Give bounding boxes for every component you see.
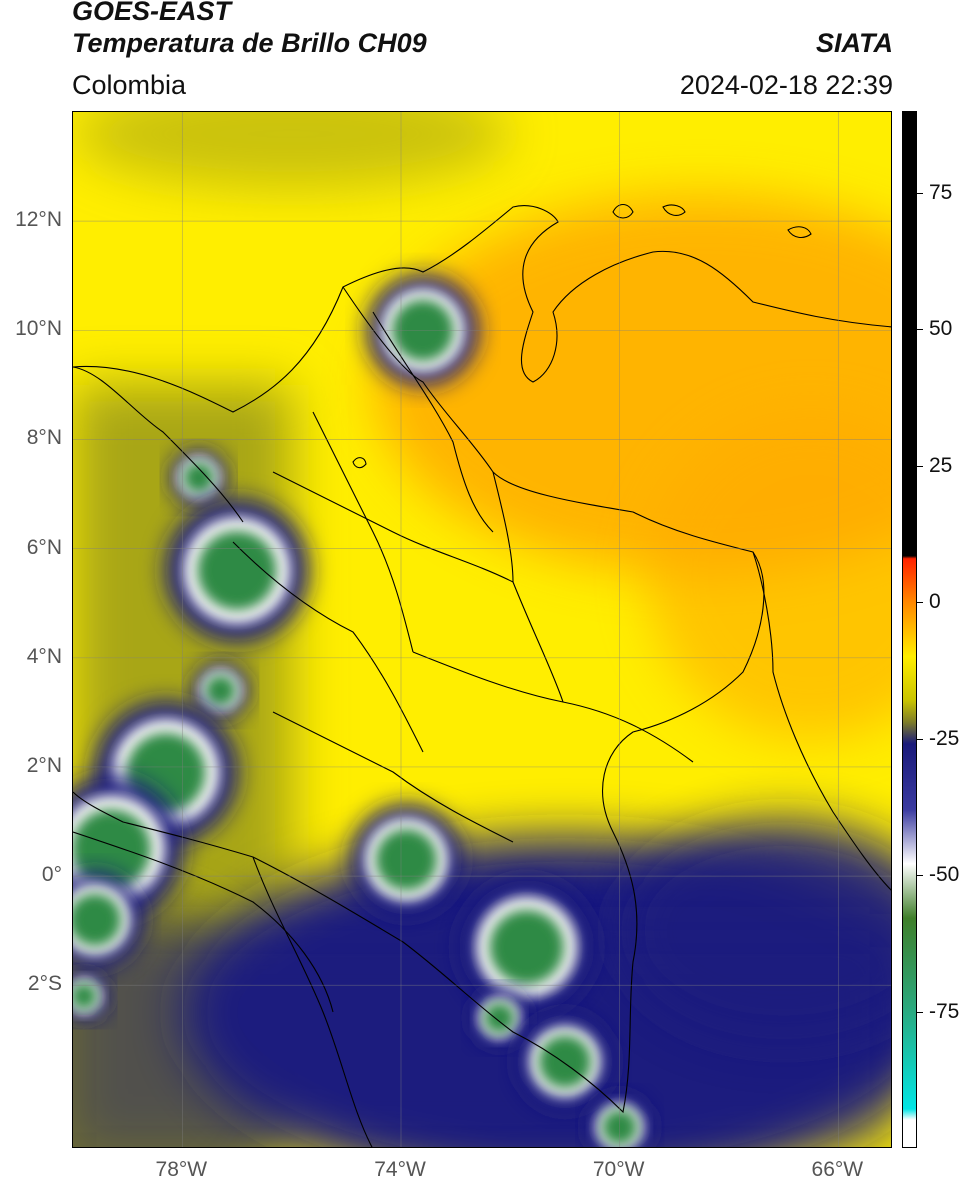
cloud-core-12 [587,1095,652,1147]
internal-dept-2 [272,471,514,583]
lon-label: 74°W [374,1158,426,1181]
peru-border [252,856,373,1147]
region-label: Colombia [72,70,187,100]
internal-dept-4 [312,411,414,653]
cloud-core-13 [73,972,108,1020]
lat-label: 12°N [15,208,62,232]
political-borders [73,203,891,1147]
source-label: SIATA [816,28,893,58]
ecuador-border [73,831,334,1013]
lat-label: 0° [41,863,62,887]
satellite-name: GOES-EAST [72,0,232,26]
lat-label: 10°N [15,317,62,341]
lon-label: 78°W [155,1158,208,1181]
lat-label: 2°N [26,753,62,777]
colorbar-tick-mark [917,875,923,877]
caribbean-coastline [73,205,891,413]
colorbar-tick-mark [917,602,923,604]
colorbar [902,111,917,1148]
cloud-core-4 [192,662,249,719]
colorbar-tick-label: -25 [929,726,960,750]
colorbar-tick-mark [917,329,923,331]
colorbar-tick-label: 75 [929,180,953,204]
map-panel[interactable] [72,111,892,1148]
colombia-border [73,286,765,1114]
cloud-core-8 [350,804,462,916]
island-4 [352,457,367,469]
internal-dept-3 [232,541,424,753]
island-3 [787,226,812,239]
lat-label: 2°S [27,972,62,996]
lat-label: 8°N [26,426,62,450]
internal-dept-8 [492,471,514,583]
internal-dept-6 [272,711,514,843]
lon-label: 70°W [592,1158,645,1181]
cloud-core-11 [517,1014,613,1110]
island-2 [662,204,686,216]
colorbar-tick-label: 0 [929,590,941,614]
lat-label: 4°N [26,644,62,668]
colorbar-tick-label: 25 [929,453,953,477]
colorbar-tick-mark [917,192,923,194]
internal-dept-7 [512,581,564,703]
cloud-core-7 [73,872,143,968]
lon-label: 66°W [811,1158,864,1181]
colorbar-tick-label: 50 [929,317,953,341]
colorbar-tick-mark [917,738,923,740]
internal-dept-1 [372,311,494,533]
cloud-core-3 [165,499,309,642]
venezuela-brazil-border [752,551,891,891]
lat-label: 6°N [26,535,62,559]
cloud-core-10 [471,990,528,1046]
cloud-core-2 [170,449,227,506]
product-title: Temperatura de Brillo CH09 [72,28,427,58]
colorbar-tick-label: -50 [929,863,960,887]
brightness-temperature-map [73,112,891,1147]
graticule [73,112,891,1147]
colorbar-tick-mark [917,465,923,467]
datetime-label: 2024-02-18 22:39 [679,70,893,100]
cloud-core-9 [459,879,595,1015]
island-1 [612,203,634,219]
colorbar-tick-label: -75 [929,999,960,1023]
colorbar-tick-mark [917,1011,923,1013]
panama-coast [73,366,244,523]
